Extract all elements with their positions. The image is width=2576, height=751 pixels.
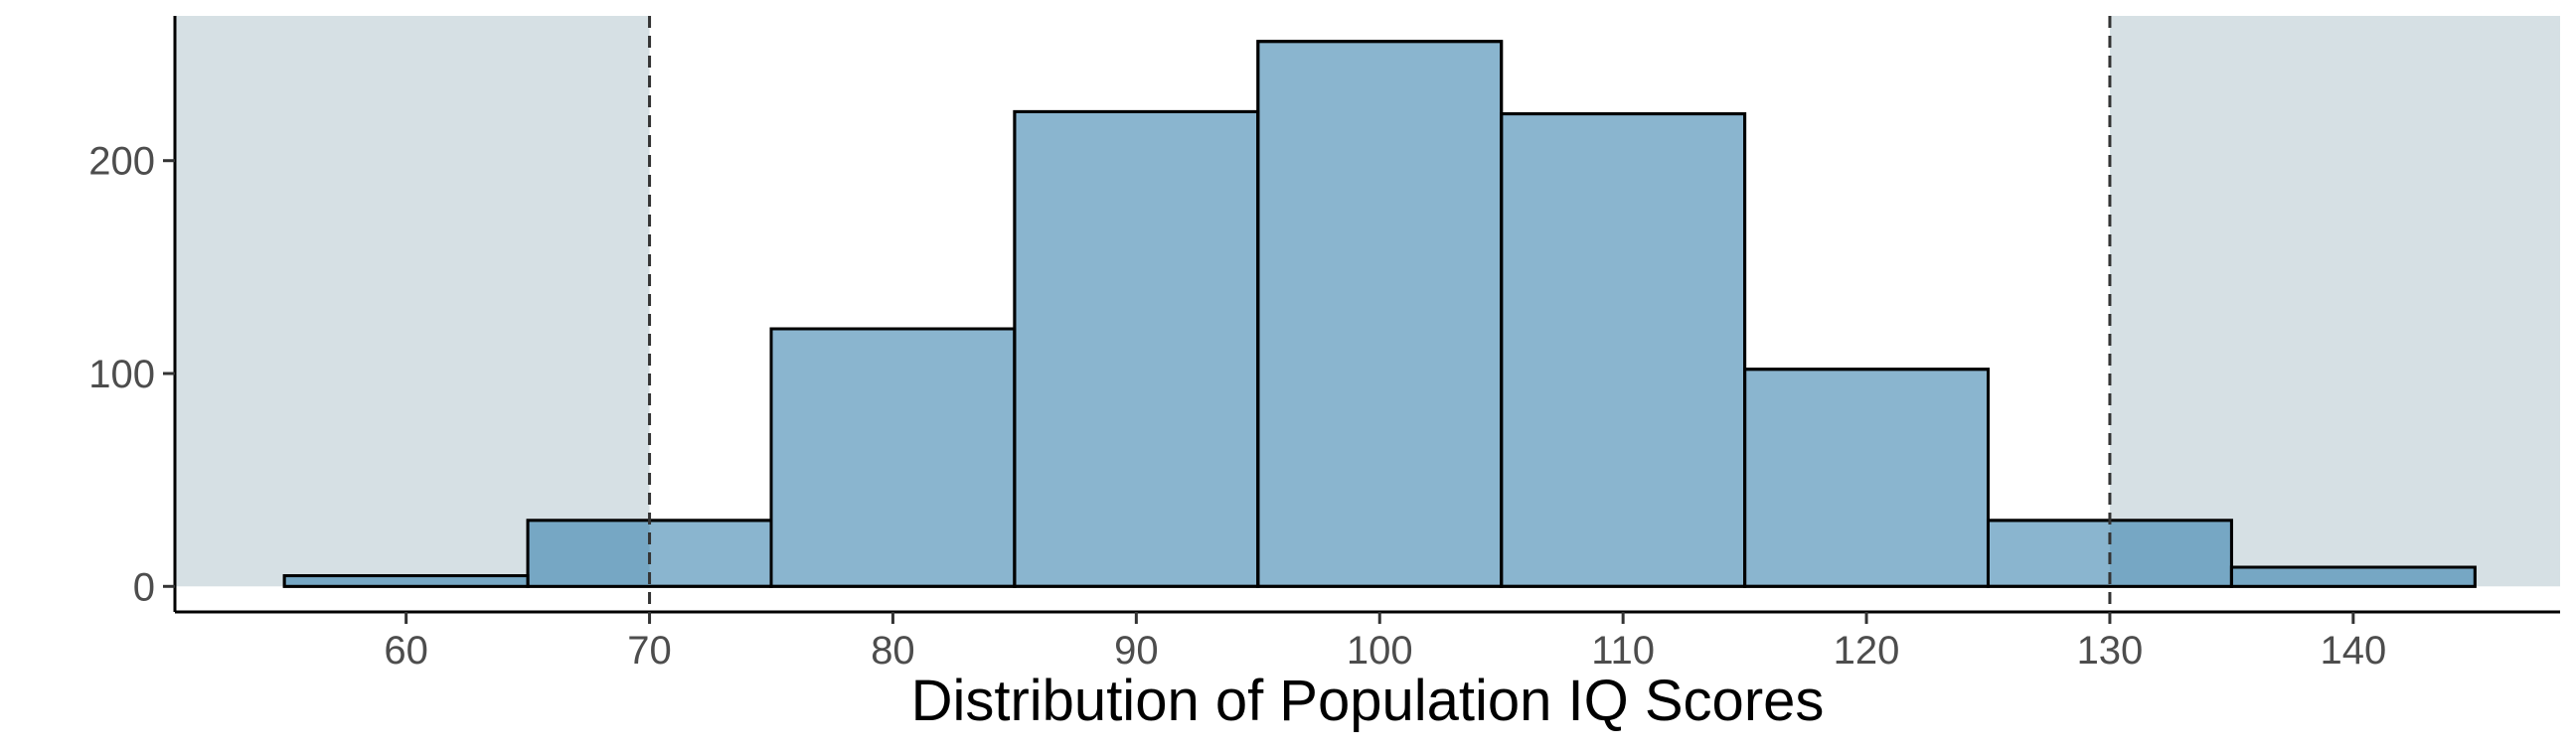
x-tick-label: 100 bbox=[1347, 629, 1413, 673]
bar-shade-overlap bbox=[284, 575, 529, 587]
shaded-region-low bbox=[175, 16, 650, 587]
histogram-bar bbox=[769, 327, 1017, 588]
x-tick-label: 90 bbox=[1114, 629, 1159, 673]
bar-shade-overlaps bbox=[282, 40, 2477, 588]
axes bbox=[173, 16, 2560, 614]
histogram-bar-outline bbox=[1500, 112, 1747, 588]
bar-shade-overlap bbox=[2231, 567, 2476, 587]
x-tick-label: 130 bbox=[2077, 629, 2144, 673]
x-axis-title: Distribution of Population IQ Scores bbox=[911, 669, 1825, 733]
x-tick-label: 60 bbox=[384, 629, 428, 673]
x-tick-label: 70 bbox=[627, 629, 672, 673]
y-tick-label: 0 bbox=[133, 565, 155, 609]
histogram-bars bbox=[282, 40, 2477, 588]
y-tick-label: 200 bbox=[88, 140, 155, 184]
y-tick-label: 100 bbox=[88, 353, 155, 396]
shaded-region-high bbox=[2109, 16, 2560, 587]
x-tick-label: 140 bbox=[2320, 629, 2386, 673]
reference-lines bbox=[648, 16, 2112, 612]
x-tick-label: 80 bbox=[871, 629, 915, 673]
histogram-bar-outline bbox=[2229, 565, 2477, 588]
histogram-bar bbox=[1743, 368, 1990, 588]
x-ticks: 60 70 80 90 100 110 120 130 140 bbox=[384, 612, 2386, 673]
histogram-bar bbox=[1013, 109, 1260, 588]
histogram-bar bbox=[1500, 112, 1747, 588]
histogram-bar bbox=[1256, 40, 1504, 588]
x-tick-label: 120 bbox=[1834, 629, 1900, 673]
x-tick-label: 110 bbox=[1591, 629, 1655, 673]
y-ticks: 0 100 200 bbox=[88, 140, 175, 609]
bar-shade-overlap bbox=[528, 520, 650, 587]
shaded-regions bbox=[175, 16, 2560, 587]
histogram-bar-outline bbox=[1743, 368, 1990, 588]
bar-shade-overlap bbox=[2109, 520, 2232, 587]
